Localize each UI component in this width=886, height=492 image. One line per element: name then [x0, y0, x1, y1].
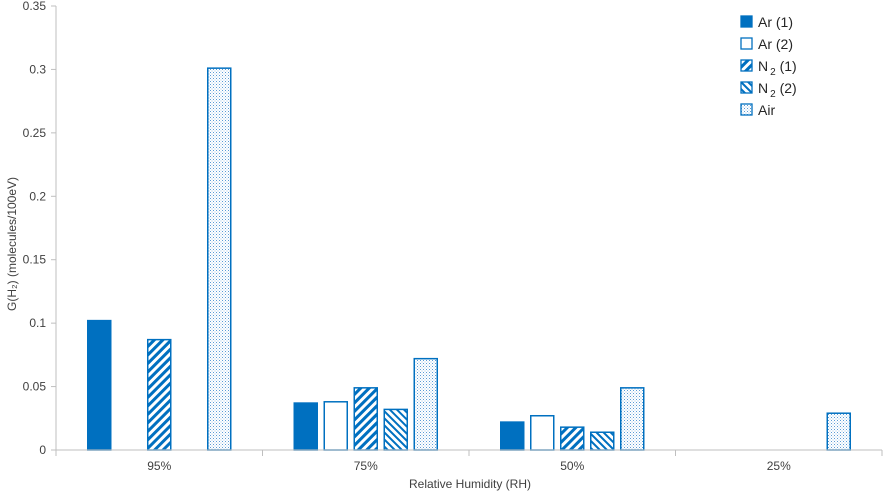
- x-tick-label: 25%: [767, 459, 791, 473]
- legend-label-subscript: 2: [770, 89, 776, 100]
- y-tick-label: 0.15: [23, 253, 47, 267]
- legend-label: Air: [758, 102, 775, 118]
- legend-label-main: N: [758, 80, 768, 96]
- y-tick-label: 0.05: [23, 380, 47, 394]
- legend-swatch: [740, 103, 753, 116]
- y-tick-label: 0: [39, 443, 46, 457]
- x-axis-title: Relative Humidity (RH): [409, 477, 531, 491]
- legend-label-suffix: (2): [776, 80, 797, 96]
- legend-label-main: Ar: [758, 14, 772, 30]
- legend-label: Ar (1): [758, 14, 793, 30]
- x-tick-label: 50%: [560, 459, 584, 473]
- bars-group: [87, 67, 851, 451]
- legend-label-suffix: (2): [772, 36, 793, 52]
- legend-label-subscript: 2: [770, 67, 776, 78]
- bar-hollow-2: [530, 414, 555, 451]
- bar-solid-0: [87, 319, 112, 451]
- legend-label-main: Ar: [758, 36, 772, 52]
- bar-hollow-1: [323, 401, 348, 451]
- legend-label-suffix: (1): [776, 58, 797, 74]
- bar-solid-2: [500, 421, 525, 451]
- bar-wide-diagonal-1: [353, 387, 378, 451]
- bar-narrow-diagonal-1: [383, 408, 408, 451]
- legend-label-main: Air: [758, 102, 775, 118]
- y-tick-label: 0.35: [23, 0, 47, 13]
- legend-swatch: [740, 81, 753, 94]
- legend: Ar (1)Ar (2)N 2 (1)N 2 (2)Air: [740, 14, 797, 118]
- x-axis: 95% 75% 50% 25%: [55, 449, 883, 473]
- legend-label: Ar (2): [758, 36, 793, 52]
- legend-label-suffix: (1): [772, 14, 793, 30]
- y-axis: 0 0.05 0.1 0.15 0.2 0.25 0.3 0.35: [23, 0, 57, 457]
- bar-dotted-0: [207, 67, 232, 451]
- y-tick-label: 0.1: [29, 316, 46, 330]
- bar-dotted-2: [620, 387, 645, 451]
- y-axis-title: G(H₂) (molecules/100eV): [5, 177, 19, 311]
- legend-swatch: [740, 15, 753, 28]
- y-tick-label: 0.2: [29, 189, 46, 203]
- bar-narrow-diagonal-2: [590, 431, 615, 451]
- x-tick-label: 75%: [354, 459, 378, 473]
- bar-dotted-1: [413, 357, 438, 451]
- legend-swatch: [740, 59, 753, 72]
- bar-dotted-3: [826, 412, 851, 451]
- y-tick-label: 0.3: [29, 62, 46, 76]
- x-tick-label: 95%: [147, 459, 171, 473]
- legend-label-main: N: [758, 58, 768, 74]
- y-tick-label: 0.25: [23, 126, 47, 140]
- legend-swatch: [740, 37, 753, 50]
- bar-wide-diagonal-2: [560, 426, 585, 451]
- bar-solid-1: [293, 402, 318, 451]
- bar-wide-diagonal-0: [147, 338, 172, 451]
